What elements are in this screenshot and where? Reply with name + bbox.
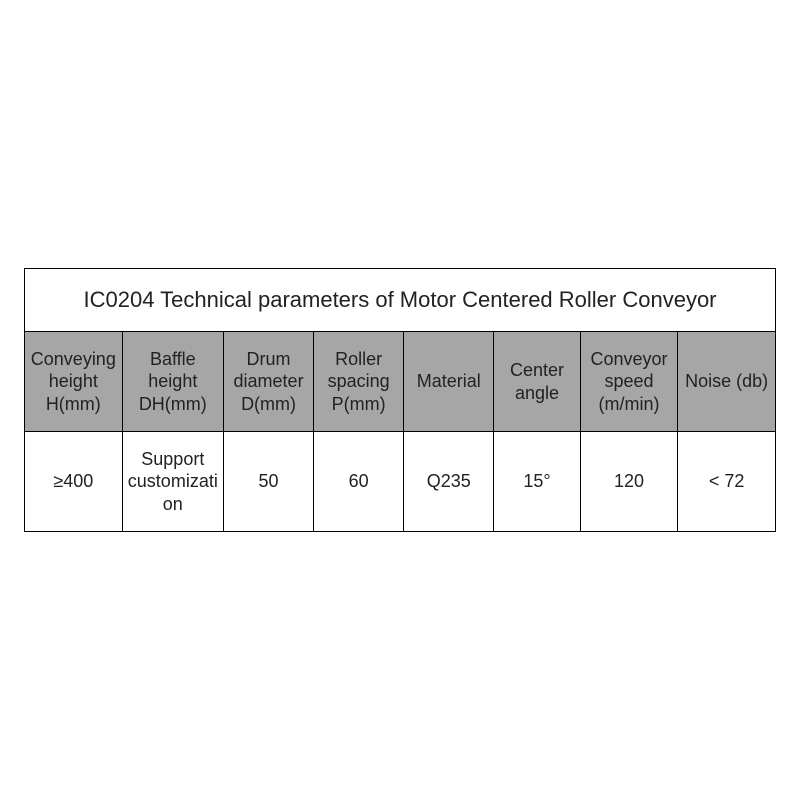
table-title: IC0204 Technical parameters of Motor Cen…: [25, 269, 776, 332]
col-header-drum-diameter: Drum diameter D(mm): [224, 332, 314, 432]
cell-baffle-height: Support customization: [122, 432, 223, 532]
cell-conveying-height: ≥400: [25, 432, 123, 532]
col-header-noise: Noise (db): [678, 332, 776, 432]
col-header-baffle-height: Baffle height DH(mm): [122, 332, 223, 432]
cell-noise: < 72: [678, 432, 776, 532]
col-header-conveyor-speed: Conveyor speed (m/min): [580, 332, 678, 432]
cell-material: Q235: [404, 432, 494, 532]
cell-center-angle: 15°: [494, 432, 580, 532]
col-header-center-angle: Center angle: [494, 332, 580, 432]
cell-drum-diameter: 50: [224, 432, 314, 532]
table-row: ≥400 Support customization 50 60 Q235 15…: [25, 432, 776, 532]
table-container: IC0204 Technical parameters of Motor Cen…: [0, 0, 800, 800]
title-row: IC0204 Technical parameters of Motor Cen…: [25, 269, 776, 332]
header-row: Conveying height H(mm) Baffle height DH(…: [25, 332, 776, 432]
col-header-roller-spacing: Roller spacing P(mm): [314, 332, 404, 432]
cell-conveyor-speed: 120: [580, 432, 678, 532]
col-header-material: Material: [404, 332, 494, 432]
cell-roller-spacing: 60: [314, 432, 404, 532]
spec-table: IC0204 Technical parameters of Motor Cen…: [24, 268, 776, 532]
col-header-conveying-height: Conveying height H(mm): [25, 332, 123, 432]
